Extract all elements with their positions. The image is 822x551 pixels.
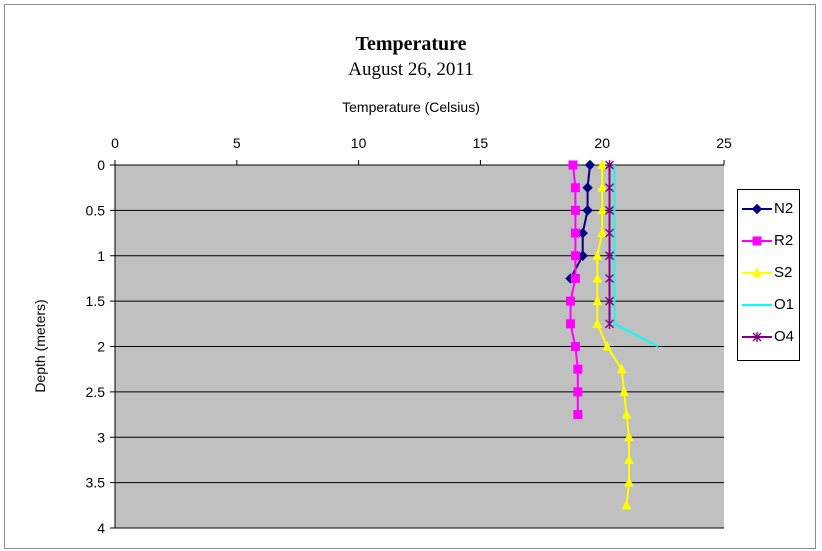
data-point-S2-12 — [624, 431, 634, 442]
series-line-O1 — [613, 165, 659, 348]
legend-item-O4: O4 — [738, 327, 801, 347]
y-tick-label-2: 1 — [97, 248, 105, 264]
data-point-O4-6 — [605, 296, 615, 307]
y-tick-label-4: 2 — [97, 339, 105, 355]
x-tick-label-2: 10 — [351, 135, 367, 151]
data-point-S2-6 — [592, 295, 603, 306]
data-point-R2-5 — [570, 273, 580, 283]
x-tick-label-5: 25 — [716, 135, 732, 151]
legend-item-S2: S2 — [738, 263, 801, 283]
data-point-R2-9 — [573, 364, 583, 374]
x-tick-label-0: 0 — [111, 135, 119, 151]
data-point-S2-3 — [597, 227, 608, 238]
y-tick-label-8: 4 — [97, 520, 105, 536]
data-point-O4-2 — [605, 205, 615, 216]
legend-swatch-R2 — [742, 236, 772, 246]
data-point-R2-2 — [570, 205, 580, 215]
legend-swatch-O1 — [742, 304, 772, 306]
legend-item-O1: O1 — [738, 295, 801, 315]
legend: N2 R2 S2 O1 O4 — [737, 189, 800, 361]
y-tick-label-6: 3 — [97, 429, 105, 445]
legend-label-S2: S2 — [774, 264, 793, 281]
legend-item-R2: R2 — [738, 231, 801, 251]
data-point-O4-3 — [605, 228, 615, 239]
series-S2 — [592, 159, 634, 510]
data-point-R2-10 — [573, 387, 583, 397]
y-tick-label-0: 0 — [97, 157, 105, 173]
data-point-S2-8 — [602, 340, 612, 351]
series-O1 — [613, 165, 659, 348]
data-point-R2-4 — [570, 251, 580, 261]
data-point-R2-0 — [568, 160, 578, 170]
chart-subtitle: August 26, 2011 — [348, 59, 474, 80]
legend-swatch-O4 — [742, 332, 772, 342]
x-tick-label-3: 15 — [473, 135, 489, 151]
data-point-N2-0 — [584, 159, 596, 171]
legend-label-O1: O1 — [774, 296, 795, 313]
data-point-N2-1 — [582, 182, 593, 193]
x-axis-label: Temperature (Celsius) — [342, 99, 480, 115]
data-point-O4-0 — [605, 160, 615, 170]
y-tick-label-1: 0.5 — [86, 202, 106, 218]
data-point-R2-7 — [566, 319, 576, 329]
legend-label-N2: N2 — [774, 200, 794, 217]
data-point-S2-10 — [619, 386, 629, 396]
data-point-S2-2 — [597, 204, 608, 215]
data-point-O4-1 — [605, 182, 615, 193]
y-tick-label-7: 3.5 — [86, 475, 106, 491]
x-tick-label-4: 20 — [594, 135, 610, 151]
data-point-S2-4 — [592, 250, 603, 260]
data-point-R2-8 — [570, 342, 580, 351]
data-point-S2-0 — [597, 159, 608, 169]
legend-marker-S2 — [752, 267, 762, 277]
legend-swatch-N2 — [742, 203, 772, 215]
legend-marker-N2 — [751, 203, 763, 215]
legend-item-N2: N2 — [738, 199, 801, 219]
data-point-O4-7 — [605, 318, 615, 329]
series-line-S2 — [596, 165, 630, 506]
y-tick-label-3: 1.5 — [86, 293, 106, 309]
data-point-S2-11 — [621, 408, 632, 419]
legend-label-R2: R2 — [774, 232, 794, 249]
legend-swatch-S2 — [742, 267, 772, 277]
series-O4 — [605, 160, 615, 329]
data-point-R2-11 — [573, 410, 583, 420]
legend-marker-R2 — [752, 236, 762, 246]
y-tick-label-5: 2.5 — [86, 384, 106, 400]
data-point-N2-2 — [582, 205, 593, 216]
data-point-S2-14 — [624, 477, 634, 487]
legend-label-O4: O4 — [774, 328, 795, 345]
data-point-R2-6 — [566, 296, 576, 306]
data-point-S2-9 — [616, 363, 627, 374]
x-tick-label-1: 5 — [233, 135, 241, 151]
data-point-O4-5 — [605, 273, 615, 284]
data-point-R2-1 — [570, 183, 580, 193]
data-point-S2-5 — [592, 272, 603, 283]
chart-title: Temperature — [355, 33, 467, 55]
data-point-S2-7 — [592, 318, 603, 328]
series-N2 — [565, 159, 596, 284]
data-point-O4-4 — [605, 250, 615, 261]
data-point-S2-15 — [621, 499, 632, 510]
data-point-S2-13 — [624, 454, 634, 464]
data-point-S2-1 — [597, 182, 608, 192]
series-R2 — [566, 160, 583, 420]
legend-marker-O4 — [752, 332, 762, 342]
data-point-R2-3 — [570, 228, 580, 238]
